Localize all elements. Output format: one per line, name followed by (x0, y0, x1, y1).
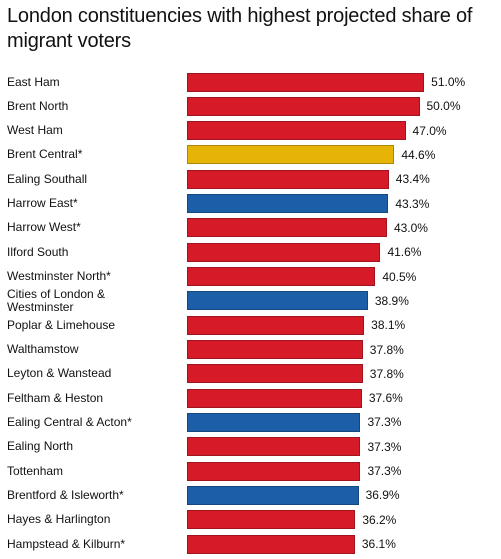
bar (187, 291, 368, 311)
bar (187, 534, 355, 554)
value-label: 36.1% (361, 537, 396, 552)
bar (187, 194, 389, 214)
value-label: 38.1% (371, 318, 406, 333)
bar (187, 242, 381, 262)
category-label: Feltham & Heston (7, 390, 104, 405)
category-label: Brentford & Isleworth* (7, 487, 124, 502)
bar (187, 364, 363, 384)
value-label: 38.9% (374, 293, 409, 308)
category-label: Walthamstow (7, 342, 79, 357)
value-label: 37.3% (367, 464, 402, 479)
value-label: 36.9% (365, 488, 400, 503)
value-label: 37.6% (368, 391, 403, 406)
bar (187, 388, 362, 408)
value-label: 37.3% (367, 415, 402, 430)
bar (187, 437, 361, 457)
bar (187, 340, 363, 360)
category-label: Cities of London & Westminster (7, 286, 106, 314)
category-label: Poplar & Limehouse (7, 317, 116, 332)
value-label: 40.5% (382, 269, 417, 284)
category-label: Leyton & Wanstead (7, 366, 112, 381)
bar (187, 461, 361, 481)
category-label: Ealing Central & Acton* (7, 414, 132, 429)
category-label: Tottenham (7, 463, 64, 478)
bar (187, 72, 425, 92)
value-label: 37.8% (369, 366, 404, 381)
value-label: 41.6% (387, 245, 422, 260)
value-label: 50.0% (426, 99, 461, 114)
category-label: Brent Central* (7, 147, 83, 162)
value-label: 36.2% (362, 512, 397, 527)
category-label: East Ham (7, 74, 60, 89)
category-label: Harrow West* (7, 220, 81, 235)
category-label: Ilford South (7, 244, 69, 259)
value-label: 44.6% (401, 147, 436, 162)
category-label: Hampstead & Kilburn* (7, 536, 126, 551)
value-label: 43.4% (395, 172, 430, 187)
bar (187, 412, 361, 432)
value-label: 47.0% (412, 123, 447, 138)
category-label: Westminster North* (7, 269, 111, 284)
category-label: West Ham (7, 123, 63, 138)
bar (187, 96, 420, 116)
value-label: 51.0% (431, 75, 466, 89)
bar (187, 267, 376, 287)
bar (187, 218, 387, 238)
bar (187, 315, 365, 335)
value-label: 43.3% (395, 196, 430, 211)
category-label: Hayes & Harlington (7, 512, 111, 527)
bar (187, 510, 356, 530)
category-label: Brent North (7, 98, 69, 113)
value-label: 37.3% (367, 439, 402, 454)
chart-title: London constituencies with highest proje… (7, 5, 473, 52)
category-label: Harrow East* (7, 196, 78, 211)
category-label: Ealing North (7, 439, 74, 454)
value-label: 43.0% (393, 220, 428, 235)
bar (187, 169, 389, 189)
value-label: 37.8% (369, 342, 404, 357)
bar (187, 145, 395, 165)
category-label: Ealing Southall (7, 171, 88, 186)
bar (187, 485, 359, 505)
bar (187, 121, 406, 141)
